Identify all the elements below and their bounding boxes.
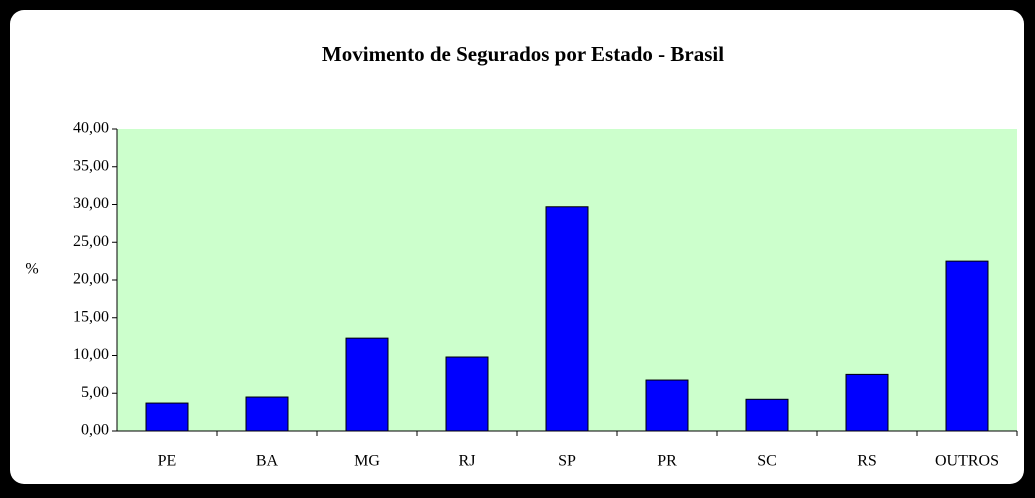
x-tick-label: PE <box>158 453 177 470</box>
x-tick-label: PR <box>657 453 677 470</box>
chart-title: Movimento de Segurados por Estado - Bras… <box>322 42 724 66</box>
x-tick-label: SP <box>558 453 576 470</box>
bar <box>245 396 289 432</box>
y-axis-label: % <box>25 261 38 278</box>
x-tick-label: SC <box>757 453 777 470</box>
bar <box>745 398 789 432</box>
y-tick-label: 30,00 <box>73 195 109 212</box>
x-tick-label: BA <box>256 453 279 470</box>
bar <box>145 402 189 432</box>
bar <box>445 356 489 432</box>
bar <box>945 260 989 432</box>
x-tick-label: OUTROS <box>935 453 999 470</box>
x-tick-label: RJ <box>459 453 476 470</box>
y-tick-label: 0,00 <box>81 422 109 439</box>
y-tick-label: 10,00 <box>73 346 109 363</box>
bar <box>645 379 689 432</box>
x-tick-label: MG <box>354 453 380 470</box>
bar <box>845 373 889 432</box>
x-tick-label: RS <box>857 453 877 470</box>
y-tick-label: 5,00 <box>81 384 109 401</box>
y-tick-label: 15,00 <box>73 308 109 325</box>
bar <box>345 337 389 432</box>
y-tick-label: 40,00 <box>73 120 109 137</box>
y-tick-label: 20,00 <box>73 271 109 288</box>
y-tick-label: 35,00 <box>73 157 109 174</box>
bar <box>545 206 589 432</box>
y-tick-label: 25,00 <box>73 233 109 250</box>
